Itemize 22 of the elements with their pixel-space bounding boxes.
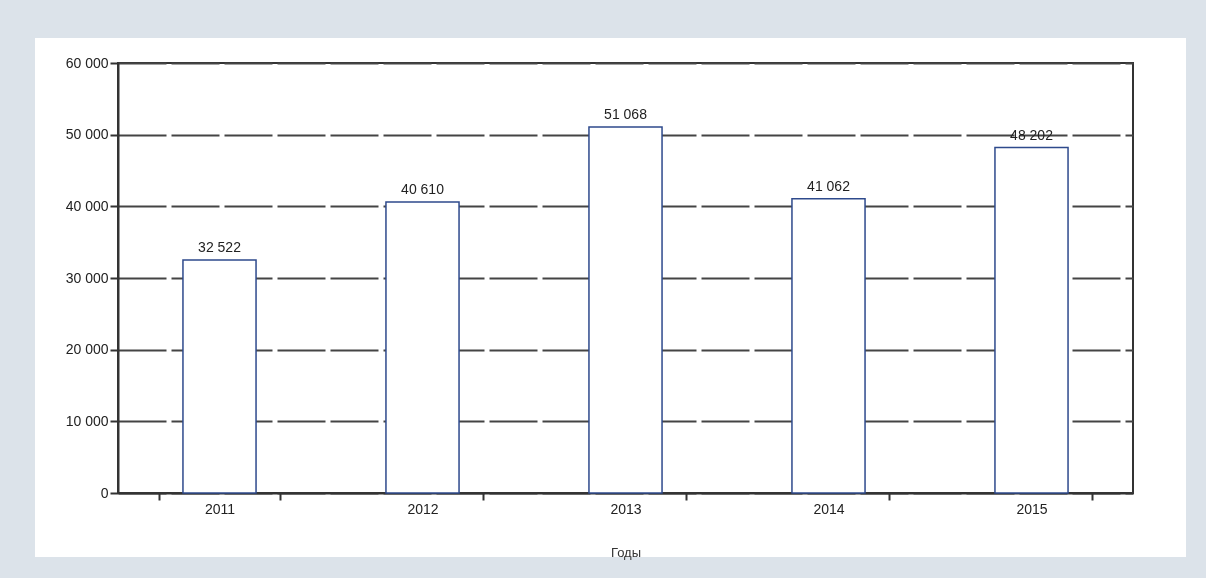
x-axis-title: Годы [610,544,642,560]
bar [182,259,257,494]
data-label: 32 522 [198,238,242,255]
data-label: 40 610 [401,180,445,197]
x-tick-label: 2013 [610,500,642,517]
bar [588,126,663,494]
bar [385,201,460,494]
y-tick-label: 60 000 [65,54,109,71]
y-tick-label: 20 000 [65,341,109,358]
y-tick-label: 30 000 [65,269,109,286]
x-tick-label: 2012 [407,500,439,517]
x-tick-label: 2014 [813,500,845,517]
x-tick-label: 2011 [204,500,236,517]
y-tick-label: 0 [100,484,109,501]
data-label: 51 068 [604,106,648,123]
bar [994,146,1069,494]
y-tick-label: 50 000 [65,126,109,143]
bar [791,197,866,494]
y-tick-label: 10 000 [65,412,109,429]
data-label: 41 062 [807,177,851,194]
x-tick-label: 2015 [1016,500,1048,517]
y-tick-label: 40 000 [65,197,109,214]
